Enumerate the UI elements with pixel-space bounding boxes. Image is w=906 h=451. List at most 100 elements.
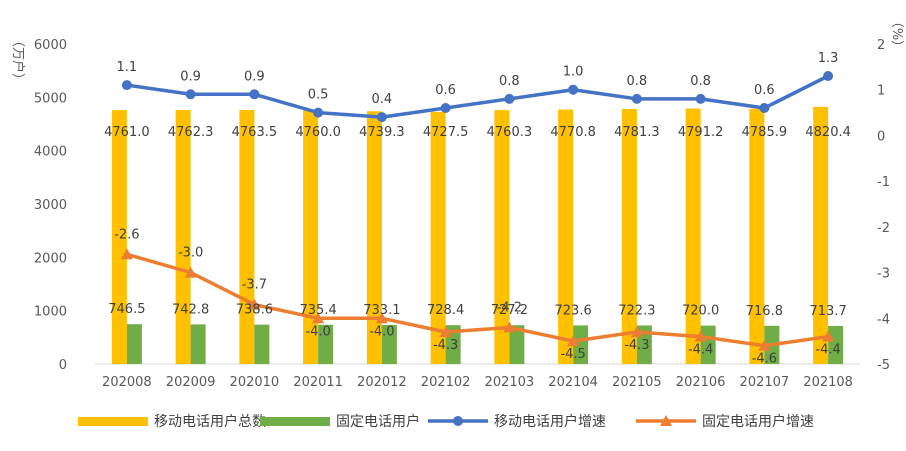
bar-fixed-users	[254, 324, 270, 364]
label-mobile-growth: 0.8	[499, 74, 520, 89]
label-mobile-users: 4760.3	[487, 125, 533, 140]
label-fixed-growth: -4.5	[560, 347, 585, 362]
bar-fixed-users	[509, 325, 525, 364]
legend-marker-2	[453, 416, 463, 426]
x-axis-tick-label: 202008	[102, 375, 152, 390]
label-mobile-growth: 0.5	[308, 88, 329, 103]
legend-label-0: 移动电话用户总数	[154, 413, 266, 430]
right-axis-tick-label: 0	[877, 129, 885, 144]
point-fixed-growth	[567, 335, 580, 347]
x-axis-tick-label: 202104	[548, 375, 598, 390]
point-fixed-growth	[758, 339, 771, 351]
label-mobile-users: 4781.3	[614, 125, 660, 140]
point-fixed-growth	[694, 330, 707, 342]
label-fixed-users: 722.3	[618, 303, 655, 318]
label-mobile-users: 4761.0	[104, 125, 150, 140]
label-mobile-growth: 0.8	[627, 74, 648, 89]
bar-mobile-users	[239, 109, 255, 365]
left-axis-tick-label: 4000	[34, 145, 67, 160]
x-axis-tick-label: 202103	[485, 375, 535, 390]
point-mobile-growth	[376, 112, 387, 123]
bar-fixed-users	[126, 324, 142, 364]
bar-fixed-users	[828, 325, 844, 364]
bar-mobile-users	[494, 110, 510, 364]
bar-mobile-users	[749, 108, 765, 364]
bar-fixed-users	[318, 324, 334, 364]
label-fixed-users: 746.5	[108, 302, 145, 317]
label-mobile-users: 4760.0	[295, 125, 341, 140]
label-mobile-growth: 1.3	[818, 51, 839, 66]
label-fixed-users: 742.8	[172, 302, 209, 317]
x-axis-tick-label: 202012	[357, 375, 407, 390]
x-axis-tick-label: 202106	[676, 375, 726, 390]
label-mobile-growth: 0.6	[435, 83, 456, 98]
right-axis-tick-label: -3	[877, 267, 890, 282]
label-fixed-growth: -4.4	[815, 343, 840, 358]
x-axis-tick-label: 202102	[421, 375, 471, 390]
axes: 0 1000 2000 3000 4000 5000 6000 -5 -4 -3 -2 -1 0 1 2 （万…	[10, 15, 904, 390]
point-fixed-growth	[120, 248, 133, 260]
left-axis-tick-label: 6000	[34, 38, 67, 53]
line-fixed-growth	[126, 252, 829, 348]
bar-fixed-users	[190, 324, 206, 364]
point-mobile-growth	[759, 103, 770, 113]
label-fixed-growth: -3.7	[242, 278, 267, 293]
right-axis-tick-label: -5	[877, 358, 890, 373]
right-axis-tick-label: 1	[877, 84, 885, 99]
label-mobile-growth: 1.1	[117, 60, 138, 75]
bar-mobile-users	[621, 108, 637, 364]
right-axis-tick-label: -2	[877, 221, 890, 236]
label-mobile-users: 4820.4	[805, 125, 851, 140]
label-fixed-users: 716.8	[746, 304, 783, 319]
legend-swatch-1	[260, 417, 330, 426]
left-axis-tick-label: 5000	[34, 91, 67, 106]
x-axis-tick-label: 202011	[293, 375, 343, 390]
label-mobile-users: 4739.3	[359, 125, 405, 140]
label-mobile-growth: 0.6	[754, 83, 775, 98]
label-mobile-growth: 0.8	[690, 74, 711, 89]
bar-fixed-users	[573, 325, 589, 364]
left-axis-tick-label: 3000	[34, 198, 67, 213]
label-mobile-users: 4763.5	[232, 125, 278, 140]
label-mobile-growth: 0.4	[372, 92, 393, 107]
bar-mobile-users	[558, 109, 574, 364]
label-fixed-users: 723.6	[555, 303, 592, 318]
bar-mobile-users	[685, 108, 701, 364]
x-axis-tick-label: 202108	[803, 375, 853, 390]
label-fixed-users: 738.6	[236, 303, 273, 318]
point-mobile-growth	[631, 93, 642, 104]
point-mobile-growth	[504, 93, 515, 104]
label-mobile-growth: 0.9	[180, 69, 201, 84]
point-mobile-growth	[823, 71, 834, 81]
point-mobile-growth	[695, 93, 706, 104]
left-axis-tick-label: 1000	[34, 305, 67, 320]
label-fixed-growth: -2.6	[114, 227, 139, 242]
label-mobile-users: 4791.2	[678, 125, 724, 140]
bar-mobile-users	[175, 110, 191, 364]
bars	[111, 106, 844, 365]
bar-fixed-users	[381, 324, 397, 364]
x-axis-tick-label: 202107	[740, 375, 790, 390]
label-fixed-growth: -4.2	[497, 300, 522, 315]
label-fixed-growth: -4.6	[752, 352, 777, 367]
label-fixed-users: 733.1	[363, 303, 400, 318]
legend: 移动电话用户总数 固定电话用户 移动电话用户增速 固定电话用户增速	[78, 413, 814, 430]
point-fixed-growth	[184, 266, 197, 278]
label-fixed-growth: -4.3	[433, 338, 458, 353]
bar-mobile-users	[111, 110, 127, 364]
label-mobile-users: 4785.9	[742, 125, 788, 140]
left-axis-tick-label: 2000	[34, 251, 67, 266]
legend-label-2: 移动电话用户增速	[494, 413, 606, 430]
label-fixed-users: 720.0	[682, 304, 719, 319]
label-fixed-users: 727.2	[491, 303, 528, 318]
point-mobile-growth	[121, 80, 132, 91]
label-fixed-growth: -4.4	[688, 343, 713, 358]
point-mobile-growth	[313, 107, 324, 118]
bar-fixed-users	[700, 325, 716, 364]
label-mobile-growth: 1.0	[563, 65, 584, 80]
right-axis-title: （%）	[889, 15, 904, 53]
line-mobile-growth	[126, 74, 829, 119]
left-axis-tick-label: 0	[59, 358, 67, 373]
label-mobile-users: 4762.3	[168, 125, 214, 140]
x-axis-tick-label: 202009	[166, 375, 216, 390]
